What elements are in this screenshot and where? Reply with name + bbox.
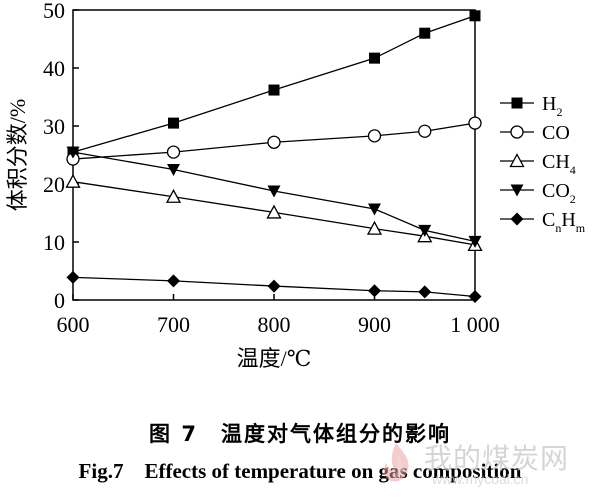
series-co	[66, 116, 482, 166]
data-point-h2	[469, 10, 481, 22]
watermark-url: www.mycoal.cn	[432, 471, 529, 487]
data-point-h2	[168, 117, 179, 129]
data-point-co2	[66, 146, 80, 159]
figure-caption-english: Fig.7 Effects of temperature on gas comp…	[78, 459, 522, 483]
data-point-co2	[468, 235, 482, 248]
y-tick-label: 40	[43, 56, 65, 81]
y-tick-label: 0	[54, 288, 65, 313]
data-point-cnhm	[167, 274, 180, 288]
series-line-co	[72, 122, 476, 160]
watermark: 我的煤炭网 www.mycoal.cn	[372, 437, 598, 493]
x-tick-label: 900	[358, 312, 391, 337]
series-cnhm	[66, 270, 482, 304]
data-point-ch4	[65, 173, 81, 188]
legend-label-co: CO	[542, 122, 570, 144]
legend-marker-co	[510, 125, 524, 139]
legend-label-ch4: CH4	[542, 151, 576, 177]
legend-item-co: CO	[500, 122, 570, 144]
series-line-cnhm	[72, 276, 476, 298]
y-tick-label: 20	[43, 172, 65, 197]
data-point-h2	[268, 84, 280, 96]
y-tick-label: 30	[43, 114, 65, 139]
data-point-ch4	[366, 220, 383, 235]
legend-marker-h2	[511, 97, 523, 109]
data-point-co2	[167, 164, 180, 176]
data-point-co2	[368, 203, 381, 216]
x-tick-label: 1 000	[450, 312, 500, 337]
data-point-cnhm	[66, 270, 80, 284]
y-axis-label: 体积分数/%	[5, 99, 30, 211]
legend-label-co2: CO2	[542, 180, 576, 206]
data-point-ch4	[266, 204, 282, 219]
legend-marker-cnhm	[510, 212, 524, 226]
series-line-co2	[72, 151, 476, 243]
legend-item-h2: H2	[500, 93, 562, 119]
data-point-cnhm	[468, 290, 482, 304]
series-line-h2	[72, 15, 476, 153]
legend-item-co2: CO2	[500, 180, 576, 206]
series-layer	[65, 10, 483, 304]
legend-item-cnhm: CnHm	[500, 209, 586, 235]
data-point-cnhm	[418, 285, 432, 299]
legend-marker-ch4	[509, 153, 525, 168]
x-tick-label: 800	[258, 312, 291, 337]
legend-item-ch4: CH4	[500, 151, 576, 177]
data-point-cnhm	[267, 279, 281, 293]
data-point-h2	[419, 27, 431, 39]
legend-label-h2: H2	[542, 93, 562, 119]
x-tick-label: 700	[157, 312, 190, 337]
data-point-co	[367, 129, 382, 143]
y-tick-label: 10	[43, 230, 65, 255]
data-point-co	[166, 145, 181, 159]
data-point-co	[418, 124, 432, 138]
data-point-cnhm	[368, 284, 381, 298]
legend: H2 CO CH4 CO2 CnHm	[500, 93, 586, 235]
data-point-co	[468, 116, 482, 130]
chart: 0 10 20 30 40 50 600 700 800 900 1 000 H2 CO CH4 CO2 C…	[5, 0, 586, 371]
data-point-co2	[418, 224, 432, 237]
figure-caption-chinese: 图 7 温度对气体组分的影响	[149, 422, 451, 446]
flame-logo-icon	[384, 443, 409, 482]
data-point-h2	[369, 52, 380, 64]
watermark-text: 我的煤炭网	[424, 442, 570, 475]
x-axis-label: 温度/℃	[237, 346, 312, 371]
y-tick-label: 50	[43, 0, 65, 23]
series-line-ch4	[72, 181, 476, 246]
legend-marker-co2	[510, 184, 524, 197]
series-h2	[67, 10, 481, 158]
legend-label-cnhm: CnHm	[542, 209, 586, 235]
x-tick-label: 600	[57, 312, 90, 337]
data-point-ch4	[165, 188, 182, 203]
data-point-co	[267, 135, 281, 149]
axes: 0 10 20 30 40 50 600 700 800 900 1 000	[43, 0, 500, 337]
data-point-co2	[267, 185, 281, 198]
series-co2	[66, 146, 482, 248]
